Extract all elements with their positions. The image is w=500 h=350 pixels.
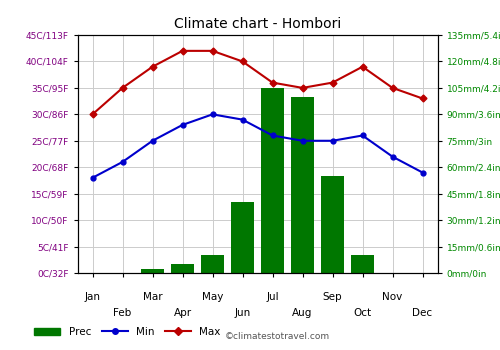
Bar (171, 264, 194, 273)
Bar (291, 97, 314, 273)
Text: Dec: Dec (412, 308, 432, 318)
Text: Jul: Jul (266, 293, 279, 302)
Bar (351, 256, 374, 273)
Text: Sep: Sep (322, 293, 342, 302)
Text: Apr: Apr (174, 308, 192, 318)
Text: Mar: Mar (142, 293, 163, 302)
Title: Climate chart - Hombori: Climate chart - Hombori (174, 17, 341, 31)
Bar (142, 270, 164, 273)
Text: Jan: Jan (84, 293, 100, 302)
Text: Jun: Jun (234, 308, 250, 318)
Text: Aug: Aug (292, 308, 312, 318)
Text: Feb: Feb (114, 308, 132, 318)
Bar (231, 203, 254, 273)
Text: May: May (202, 293, 223, 302)
Text: Oct: Oct (354, 308, 372, 318)
Bar (201, 256, 224, 273)
Legend: Prec, Min, Max: Prec, Min, Max (30, 323, 225, 341)
Text: ©climatestotravel.com: ©climatestotravel.com (225, 332, 330, 341)
Bar (261, 88, 284, 273)
Text: Nov: Nov (382, 293, 402, 302)
Bar (321, 176, 344, 273)
